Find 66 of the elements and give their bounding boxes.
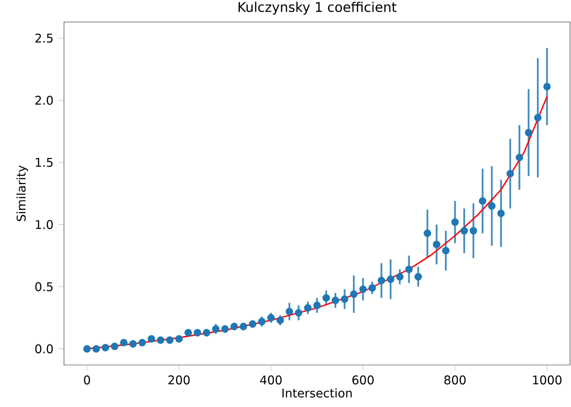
point [340, 295, 348, 303]
point [442, 246, 450, 254]
chart-title: Kulczynsky 1 coefficient [238, 2, 396, 15]
y-tick-label: 2.0 [35, 96, 53, 105]
point [156, 336, 164, 344]
point [386, 276, 394, 283]
y-tick-label: 2.5 [35, 34, 53, 43]
point [488, 202, 496, 210]
point [286, 308, 294, 316]
y-tick-label: 1.0 [36, 220, 53, 230]
x-tick-label: 200 [168, 375, 190, 384]
point [350, 290, 358, 298]
x-axis-title: Intersection [282, 388, 352, 398]
point [194, 328, 202, 336]
point [460, 227, 468, 235]
point [470, 227, 478, 235]
point [166, 336, 174, 344]
point [304, 304, 312, 312]
point [184, 328, 192, 336]
y-axis-title: Similarity [16, 165, 28, 222]
point [120, 338, 128, 346]
point [405, 266, 413, 274]
point [396, 273, 404, 280]
point [506, 170, 514, 178]
point [138, 338, 146, 346]
point [414, 273, 422, 280]
point [248, 320, 256, 328]
point [451, 218, 459, 226]
point [175, 335, 183, 343]
point [102, 344, 110, 352]
point [258, 318, 266, 326]
point [212, 325, 220, 333]
point [313, 302, 321, 310]
point [332, 296, 340, 304]
x-tick-label: 400 [260, 375, 282, 384]
point [378, 276, 386, 284]
x-tick-label: 1000 [533, 375, 562, 384]
point [497, 210, 505, 218]
point [368, 284, 376, 292]
point [294, 309, 302, 317]
x-tick-label: 0 [84, 375, 90, 384]
point [276, 316, 284, 324]
point [424, 230, 432, 238]
x-tick-label: 600 [352, 375, 374, 384]
point [322, 294, 330, 302]
point [478, 197, 486, 205]
point [359, 285, 367, 293]
point [129, 340, 137, 348]
x-tick-label: 800 [444, 375, 466, 384]
point [543, 82, 551, 90]
point [92, 345, 100, 353]
point [524, 128, 532, 136]
point [240, 322, 248, 330]
point [516, 154, 524, 162]
point [202, 328, 210, 336]
point [221, 325, 229, 333]
y-tick-label: 0.5 [35, 282, 53, 292]
point [534, 114, 542, 122]
point [83, 345, 91, 353]
point [110, 342, 118, 350]
point [148, 335, 156, 343]
point [267, 314, 275, 322]
y-tick-label: 0.0 [35, 344, 53, 354]
point [432, 240, 440, 248]
y-tick-label: 1.5 [36, 158, 53, 167]
point [230, 322, 238, 330]
